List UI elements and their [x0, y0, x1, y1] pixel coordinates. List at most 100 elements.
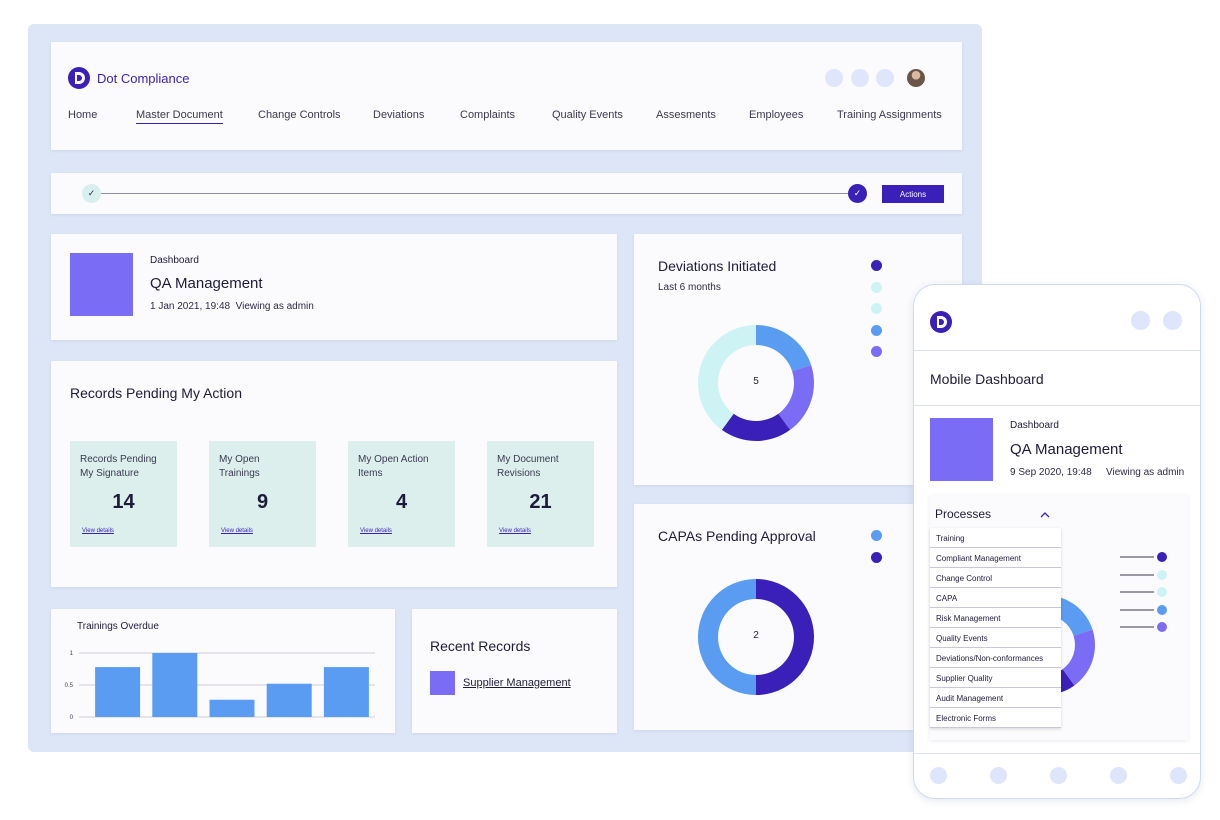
y-tick-label: 0 [70, 715, 74, 721]
mobile-dashboard-title: QA Management [1010, 441, 1123, 458]
step-end-check-icon[interactable]: ✓ [848, 184, 867, 203]
deviations-card: Deviations Initiated Last 6 months 5 [634, 234, 962, 485]
bar[interactable] [266, 683, 312, 717]
view-details-link[interactable]: View details [221, 528, 253, 534]
donut-slice[interactable] [698, 579, 756, 695]
chart-title: Trainings Overdue [77, 621, 159, 632]
dashboard-viewing: Viewing as admin [235, 301, 314, 312]
mobile-phone-frame: Mobile Dashboard Dashboard QA Management… [913, 284, 1201, 799]
donut-slice[interactable] [756, 579, 814, 695]
process-option[interactable]: CAPA [930, 588, 1061, 608]
workflow-progress: ✓ ✓ Actions [51, 173, 962, 214]
legend-line [1120, 556, 1154, 558]
nav-assesments[interactable]: Assesments [656, 109, 716, 121]
bar[interactable] [95, 667, 141, 717]
recent-records-card: Recent Records Supplier Management [412, 609, 617, 733]
mobile-header-circle[interactable] [1163, 311, 1182, 330]
tab-bar-circle[interactable] [1170, 767, 1187, 784]
nav-employees[interactable]: Employees [749, 109, 804, 121]
step-start-check-icon[interactable]: ✓ [82, 184, 101, 203]
header-action-circle[interactable] [825, 69, 843, 87]
stat-value: 9 [256, 491, 269, 513]
legend-dot [871, 260, 882, 271]
chevron-up-icon[interactable] [1040, 511, 1050, 518]
stat-tile[interactable]: My Open Action Items 4 View details [348, 441, 455, 547]
stat-tile[interactable]: Records Pending My Signature 14 View det… [70, 441, 177, 547]
dashboard-label: Dashboard [1010, 420, 1059, 431]
brand-logo[interactable]: Dot Compliance [67, 66, 190, 90]
process-option[interactable]: Supplier Quality [930, 668, 1061, 688]
nav-training-assignments[interactable]: Training Assignments [837, 109, 942, 121]
mobile-page-title: Mobile Dashboard [930, 371, 1044, 387]
stat-label: My Open Action Items [358, 454, 429, 479]
actions-button[interactable]: Actions [882, 185, 944, 203]
stat-tile[interactable]: My Document Revisions 21 View details [487, 441, 594, 547]
records-pending-title: Records Pending My Action [70, 385, 242, 401]
deviations-subtitle: Last 6 months [658, 282, 721, 293]
app-header: Dot Compliance Home Master Document Chan… [51, 42, 962, 150]
dot-logo-icon[interactable] [929, 310, 953, 334]
process-option[interactable]: Audit Management [930, 688, 1061, 708]
view-details-link[interactable]: View details [360, 528, 392, 534]
view-details-link[interactable]: View details [499, 528, 531, 534]
legend-dot [1157, 569, 1167, 580]
records-pending-card: Records Pending My Action Records Pendin… [51, 361, 617, 587]
donut-slice[interactable] [756, 325, 812, 372]
mobile-header-circle[interactable] [1131, 311, 1150, 330]
process-option[interactable]: Electronic Forms [930, 708, 1061, 728]
process-option[interactable]: Deviations/Non-conformances [930, 648, 1061, 668]
process-option[interactable]: Risk Management [930, 608, 1061, 628]
nav-home[interactable]: Home [68, 109, 98, 121]
tab-bar-circle[interactable] [1110, 767, 1127, 784]
nav-quality-events[interactable]: Quality Events [552, 109, 623, 121]
stat-label: My Document Revisions [497, 454, 559, 479]
legend-line [1120, 573, 1154, 576]
user-avatar[interactable] [907, 69, 925, 87]
nav-deviations[interactable]: Deviations [373, 109, 425, 121]
bar[interactable] [152, 653, 198, 717]
process-option[interactable]: Change Control [930, 568, 1061, 588]
process-option[interactable]: Training [930, 528, 1061, 548]
donut-center-value: 5 [753, 376, 759, 387]
view-details-link[interactable]: View details [82, 528, 114, 534]
legend-line [1120, 626, 1154, 628]
divider [914, 350, 1200, 351]
nav-master-document[interactable]: Master Document [136, 109, 223, 124]
legend-dot [1157, 622, 1167, 632]
nav-complaints[interactable]: Complaints [460, 109, 516, 121]
tab-bar-circle[interactable] [1050, 767, 1067, 784]
process-option[interactable]: Quality Events [930, 628, 1061, 648]
bar[interactable] [323, 667, 369, 717]
dashboard-meta: 1 Jan 2021, 19:48 Viewing as admin [150, 301, 314, 312]
donut-center-value: 2 [753, 630, 759, 641]
trainings-overdue-card: Trainings Overdue 0 0.5 1 [51, 609, 395, 733]
legend-dot [871, 324, 882, 336]
stat-tile[interactable]: My Open Trainings 9 View details [209, 441, 316, 547]
capas-card: CAPAs Pending Approval 2 [634, 504, 962, 730]
donut-slice[interactable] [721, 413, 791, 441]
nav-change-controls[interactable]: Change Controls [258, 109, 341, 121]
divider [914, 405, 1200, 406]
donut-slice[interactable] [1062, 629, 1095, 686]
bar[interactable] [209, 699, 255, 717]
process-option[interactable]: Compliant Management [930, 548, 1061, 568]
processes-dropdown-label[interactable]: Processes [935, 507, 992, 521]
dashboard-label: Dashboard [150, 255, 199, 266]
tab-bar-circle[interactable] [990, 767, 1007, 784]
header-action-circle[interactable] [851, 69, 869, 87]
mobile-dashboard-viewing: Viewing as admin [1106, 467, 1185, 478]
legend-dot [871, 346, 882, 357]
legend-dot [871, 530, 882, 541]
deviations-donut-chart [698, 325, 814, 441]
brand-name: Dot Compliance [97, 70, 190, 86]
donut-slice[interactable] [698, 325, 756, 430]
donut-slice[interactable] [778, 365, 814, 430]
progress-line [101, 193, 849, 194]
recent-record-link[interactable]: Supplier Management [463, 677, 571, 689]
page-title: QA Management [150, 275, 263, 292]
capas-donut-chart [698, 579, 814, 695]
legend-line [1120, 608, 1154, 611]
stat-value: 4 [395, 491, 408, 513]
header-action-circle[interactable] [876, 69, 894, 87]
tab-bar-circle[interactable] [930, 767, 947, 784]
